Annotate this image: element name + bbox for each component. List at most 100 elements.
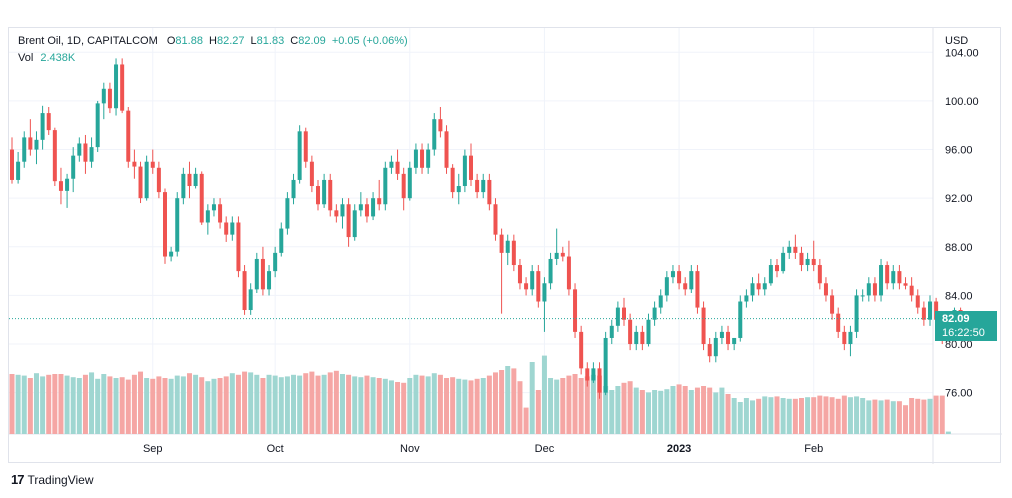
candle-body[interactable] [65, 178, 70, 191]
candle-body[interactable] [248, 289, 253, 311]
candle-body[interactable] [346, 204, 351, 238]
candle-body[interactable] [658, 295, 663, 308]
candle-body[interactable] [921, 307, 926, 320]
candle-body[interactable] [156, 167, 161, 193]
candle-body[interactable] [903, 283, 908, 286]
candle-body[interactable] [928, 301, 932, 320]
candle-body[interactable] [389, 161, 394, 168]
candle-body[interactable] [10, 149, 14, 180]
candle-body[interactable] [738, 301, 743, 338]
candle-body[interactable] [28, 137, 33, 150]
candle-body[interactable] [40, 113, 45, 140]
candle-body[interactable] [334, 210, 339, 217]
candle-body[interactable] [879, 265, 884, 296]
candle-body[interactable] [726, 331, 731, 345]
candle-body[interactable] [560, 252, 565, 257]
candle-body[interactable] [224, 222, 229, 235]
candle-body[interactable] [181, 173, 186, 199]
candle-body[interactable] [762, 283, 767, 290]
candle-body[interactable] [768, 265, 773, 284]
candle-body[interactable] [83, 143, 88, 162]
candle-body[interactable] [163, 192, 167, 257]
candle-body[interactable] [615, 307, 620, 326]
candle-body[interactable] [909, 285, 914, 296]
candle-body[interactable] [420, 149, 425, 168]
candle-body[interactable] [107, 88, 112, 109]
candle-body[interactable] [426, 149, 431, 168]
candle-body[interactable] [114, 64, 119, 109]
candle-body[interactable] [218, 204, 223, 223]
candle-body[interactable] [260, 258, 265, 290]
candle-body[interactable] [413, 149, 418, 168]
candle-body[interactable] [830, 295, 835, 314]
candle-body[interactable] [848, 331, 853, 345]
candle-body[interactable] [89, 147, 94, 162]
symbol-label[interactable]: Brent Oil, 1D, CAPITALCOM [18, 35, 158, 47]
candle-body[interactable] [872, 283, 877, 296]
candle-body[interactable] [597, 368, 602, 393]
candle-body[interactable] [358, 204, 363, 211]
candle-body[interactable] [915, 295, 920, 308]
candle-body[interactable] [95, 103, 100, 148]
candle-body[interactable] [205, 210, 210, 223]
candle-body[interactable] [101, 88, 106, 104]
candle-body[interactable] [211, 204, 216, 211]
candle-body[interactable] [316, 186, 320, 205]
volume-label[interactable]: Vol [18, 52, 34, 64]
candle-body[interactable] [438, 119, 443, 132]
candle-body[interactable] [646, 319, 651, 345]
candle-body[interactable] [469, 155, 473, 180]
candle-body[interactable] [530, 271, 535, 290]
footer[interactable]: 17 TradingView [11, 472, 94, 487]
candle-body[interactable] [291, 179, 296, 199]
candle-body[interactable] [285, 198, 290, 229]
candle-body[interactable] [719, 331, 724, 338]
candle-body[interactable] [609, 325, 614, 338]
candle-body[interactable] [401, 173, 406, 199]
candle-body[interactable] [499, 234, 504, 253]
candle-body[interactable] [603, 337, 608, 393]
candle-body[interactable] [395, 161, 400, 174]
candle-body[interactable] [799, 252, 804, 266]
candle-body[interactable] [640, 331, 645, 345]
currency-label[interactable]: USD [945, 35, 969, 47]
candle-body[interactable] [193, 173, 198, 187]
candle-body[interactable] [322, 179, 327, 205]
candle-body[interactable] [793, 246, 798, 253]
candle-body[interactable] [236, 222, 241, 272]
candle-body[interactable] [591, 368, 596, 381]
candle-body[interactable] [328, 179, 333, 211]
candle-body[interactable] [450, 167, 455, 193]
candle-body[interactable] [169, 251, 174, 257]
candle-body[interactable] [297, 131, 302, 180]
candle-body[interactable] [138, 166, 143, 199]
candle-body[interactable] [701, 307, 706, 345]
candle-body[interactable] [573, 289, 578, 332]
candle-body[interactable] [897, 271, 902, 284]
candle-body[interactable] [756, 283, 761, 290]
candle-body[interactable] [934, 301, 939, 320]
candle-body[interactable] [481, 179, 486, 193]
candle-body[interactable] [579, 331, 584, 369]
candle-body[interactable] [58, 181, 63, 191]
candle-body[interactable] [732, 337, 737, 345]
chart[interactable]: 104.00 100.00 96.00 92.00 88.00 84.00 80.00 76.… [9, 28, 1002, 464]
candle-body[interactable] [585, 368, 590, 381]
candle-body[interactable] [628, 319, 633, 345]
candle-body[interactable] [860, 295, 865, 297]
candle-body[interactable] [377, 198, 382, 205]
candle-body[interactable] [407, 167, 412, 199]
candle-body[interactable] [823, 283, 828, 296]
candle-body[interactable] [622, 307, 626, 320]
candle-body[interactable] [273, 252, 278, 272]
candle-body[interactable] [750, 283, 755, 296]
candle-body[interactable] [52, 130, 57, 182]
candle-body[interactable] [689, 271, 694, 290]
candle-body[interactable] [775, 265, 779, 272]
candle-body[interactable] [683, 283, 688, 290]
candle-body[interactable] [432, 119, 437, 150]
candle-body[interactable] [744, 295, 749, 302]
candle-body[interactable] [456, 186, 461, 193]
candle-body[interactable] [120, 64, 125, 111]
candle-body[interactable] [536, 271, 541, 302]
